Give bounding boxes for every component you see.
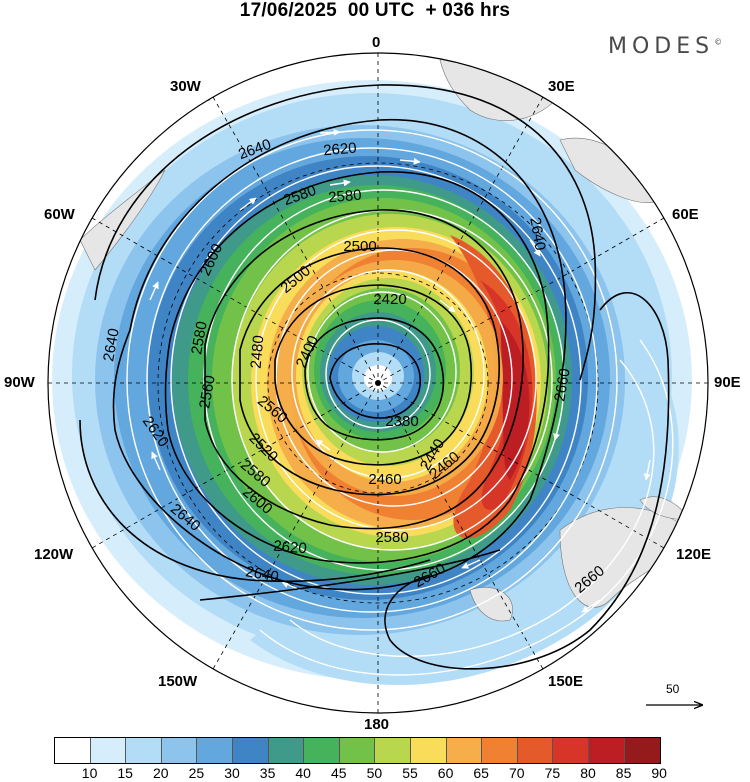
height-contours [79, 84, 670, 670]
colorbar-tick-label: 25 [188, 765, 205, 781]
colorbar-swatch [55, 738, 91, 763]
contour-label: 2620 [323, 140, 358, 160]
colorbar-tick-label: 85 [615, 765, 632, 781]
contour-label: 2420 [373, 291, 406, 308]
contour-label: 2560 [196, 374, 219, 410]
lon-label-150e: 150E [548, 673, 584, 690]
colorbar-swatch [232, 738, 269, 763]
colorbar-swatch [90, 738, 127, 763]
colorbar-tick-label: 15 [117, 765, 133, 781]
colorbar-tick-label: 65 [473, 765, 489, 781]
lon-label-180: 180 [364, 716, 390, 733]
lon-label-30w: 30W [170, 78, 201, 95]
colorbar-swatch [304, 738, 340, 763]
lon-label-0: 0 [372, 34, 381, 51]
colorbar [54, 737, 662, 764]
lon-label-90w: 90W [4, 374, 35, 391]
vector-scale-arrow [646, 680, 710, 720]
lon-label-150w: 150W [158, 673, 198, 690]
contour-label: 2460 [368, 471, 401, 488]
brand-mark: © [714, 37, 723, 47]
contour-label: 2500 [343, 238, 376, 255]
colorbar-tick-label: 75 [544, 765, 561, 781]
colorbar-swatch [339, 738, 376, 763]
brand-logo: MODES© [608, 34, 722, 59]
map-border [47, 52, 709, 714]
contour-label: 2580 [375, 529, 408, 546]
colorbar-swatch [588, 738, 625, 763]
colorbar-swatch [482, 738, 518, 763]
colorbar-tick-label: 70 [509, 765, 525, 781]
contour-label: 2480 [248, 335, 268, 370]
colorbar-tick-label: 80 [580, 765, 596, 781]
lon-label-60e: 60E [672, 206, 699, 223]
colorbar-tick-label: 35 [259, 765, 276, 781]
contour-label: 2660 [551, 367, 574, 403]
colorbar-swatch [268, 738, 305, 763]
lon-label-60w: 60W [44, 206, 75, 223]
colorbar-swatch [446, 738, 483, 763]
colorbar-swatch [553, 738, 589, 763]
contour-label: 2640 [526, 216, 549, 252]
contour-label: 2640 [244, 563, 280, 586]
colorbar-tick-label: 40 [295, 765, 311, 781]
colorbar-tick-label: 55 [402, 765, 418, 781]
lon-label-90e: 90E [714, 374, 741, 391]
colorbar-swatch [161, 738, 198, 763]
colorbar-swatch [375, 738, 411, 763]
colorbar-swatch [517, 738, 554, 763]
lon-label-120w: 120W [34, 546, 74, 563]
streamlines [126, 129, 674, 676]
colorbar-swatch [624, 738, 661, 763]
colorbar-tick-label: 45 [331, 765, 347, 781]
colorbar-swatch [197, 738, 233, 763]
contour-label: 2380 [385, 413, 418, 430]
south-pole-marker [375, 380, 381, 386]
vector-scale-label: 50 [666, 682, 680, 696]
colorbar-tick-label: 50 [366, 765, 383, 781]
stream-arrows [149, 128, 651, 613]
colorbar-tick-label: 10 [81, 765, 98, 781]
contour-label: 2580 [188, 320, 211, 356]
contour-label: 2640 [100, 327, 123, 363]
brand-text: MODES [608, 34, 715, 59]
chart-title: 17/06/2025 00 UTC + 036 hrs [239, 0, 511, 21]
colorbar-swatch [410, 738, 447, 763]
colorbar-tick-label: 60 [437, 765, 454, 781]
contour-label: 2580 [328, 187, 363, 207]
colorbar-tick-label: 30 [224, 765, 240, 781]
lon-label-30e: 30E [548, 78, 575, 95]
contour-label: 2620 [273, 538, 308, 558]
lon-label-120e: 120E [676, 546, 712, 563]
colorbar-swatch [126, 738, 162, 763]
colorbar-tick-label: 90 [651, 765, 667, 781]
colorbar-tick-label: 20 [153, 765, 169, 781]
